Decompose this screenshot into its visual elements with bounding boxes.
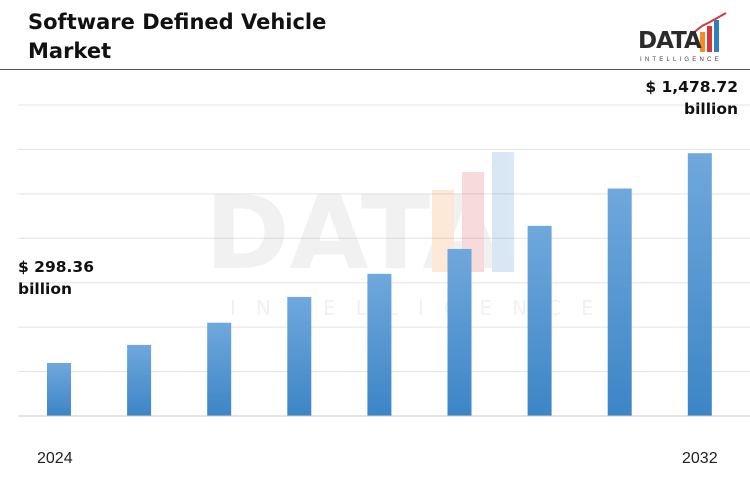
logo-word: DATA	[638, 28, 702, 54]
annotation-2032-value: $ 1,478.72 billion	[645, 76, 738, 120]
bar-2031	[607, 188, 632, 416]
annotation-2024-unit: billion	[18, 280, 73, 298]
datam-intelligence-logo: DATA INTELLIGENCE	[636, 10, 732, 66]
title-line-1: Software Defined Vehicle	[28, 10, 327, 34]
bar-2025	[127, 344, 152, 416]
annotation-2032-amount: $ 1,478.72	[645, 78, 738, 96]
watermark-logo: DATA INTELLIGENCE	[205, 152, 594, 320]
bar-2028	[367, 273, 392, 416]
watermark-bar-blue	[492, 152, 514, 272]
annotation-2032-unit: billion	[683, 100, 738, 118]
title-line-2: Market	[28, 39, 112, 63]
watermark-bar-red	[462, 172, 484, 272]
bar-2027	[287, 296, 312, 416]
annotation-2024-amount: $ 298.36	[18, 258, 94, 276]
logo-bar-orange	[700, 32, 705, 52]
bar-2032	[687, 153, 712, 416]
logo-bar-red	[707, 26, 712, 52]
x-tick-label-2032: 2032	[682, 450, 718, 467]
bar-2026	[207, 322, 232, 416]
logo-tagline: INTELLIGENCE	[640, 57, 722, 63]
annotation-2024-value: $ 298.36 billion	[18, 256, 94, 300]
bar-series	[47, 153, 712, 416]
logo-trend-arrow-icon	[691, 12, 727, 35]
bar-2030	[527, 225, 552, 416]
x-tick-label-2024: 2024	[37, 450, 73, 467]
logo-bar-blue	[714, 20, 719, 52]
logo-bars-icon	[691, 12, 727, 52]
bar-2029	[447, 248, 472, 416]
bar-2024	[47, 362, 71, 416]
chart-title: Software Defined Vehicle Market	[28, 8, 428, 66]
header-divider	[0, 69, 750, 70]
